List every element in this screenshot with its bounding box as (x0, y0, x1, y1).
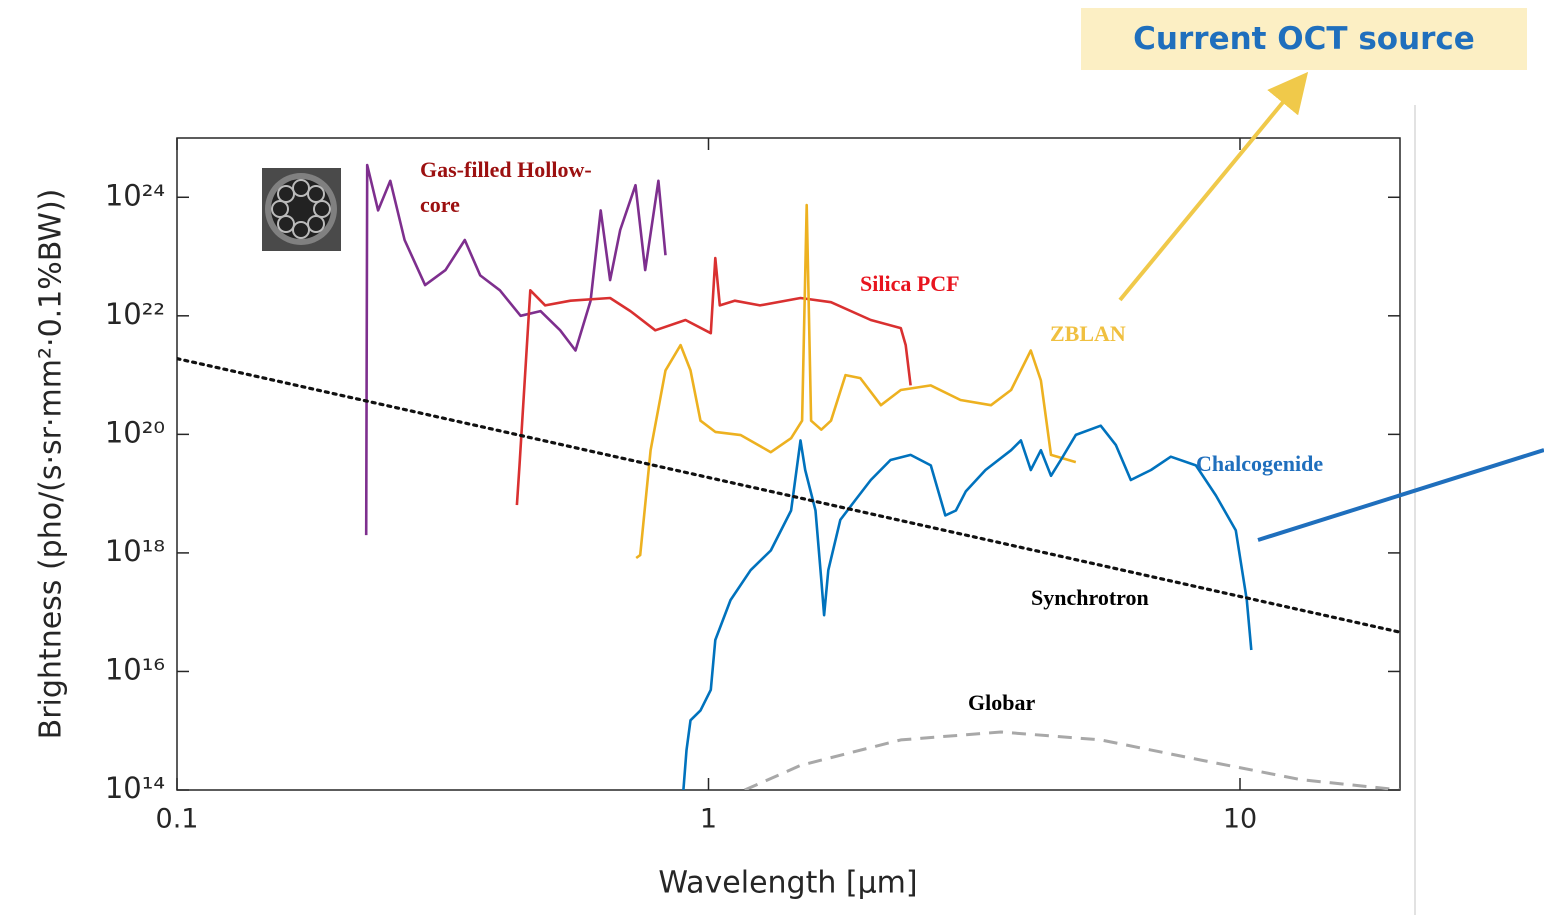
pointer-line (1257, 448, 1544, 542)
series-line (364, 163, 667, 536)
series-label: Synchrotron (1031, 585, 1149, 610)
series-label: Globar (968, 690, 1036, 715)
series-label: Silica PCF (860, 271, 960, 296)
series-label: Gas-filled Hollow-core (420, 157, 592, 217)
y-tick-label: 10¹⁶ (105, 652, 165, 686)
series-label: Chalcogenide (1196, 451, 1324, 476)
y-tick-label: 10²² (105, 297, 165, 331)
y-tick-label: 10²⁰ (105, 415, 165, 449)
y-tick-label: 10¹⁸ (105, 534, 165, 568)
series-label: ZBLAN (1050, 321, 1126, 346)
y-tick-label: 10²⁴ (105, 178, 165, 212)
y-axis-label: Brightness (pho/(s·sr·mm²·0.1%BW)) (34, 189, 69, 740)
plot-frame (176, 137, 1401, 791)
series-line (177, 357, 1400, 634)
x-axis-label: Wavelength [μm] (658, 866, 917, 901)
x-tick-label: 1 (700, 804, 717, 835)
series-line (744, 730, 1400, 790)
series-line (515, 256, 912, 506)
fiber-inset (262, 168, 341, 251)
curves (177, 163, 1400, 790)
y-tick-label: 10¹⁴ (105, 771, 165, 805)
series-line (682, 424, 1253, 790)
annotation-box: Current OCT source (1081, 8, 1527, 70)
x-tick-label: 0.1 (156, 804, 199, 835)
x-tick-label: 10 (1223, 804, 1257, 835)
annotation-arrow (1118, 71, 1309, 302)
series-line (635, 203, 1077, 560)
